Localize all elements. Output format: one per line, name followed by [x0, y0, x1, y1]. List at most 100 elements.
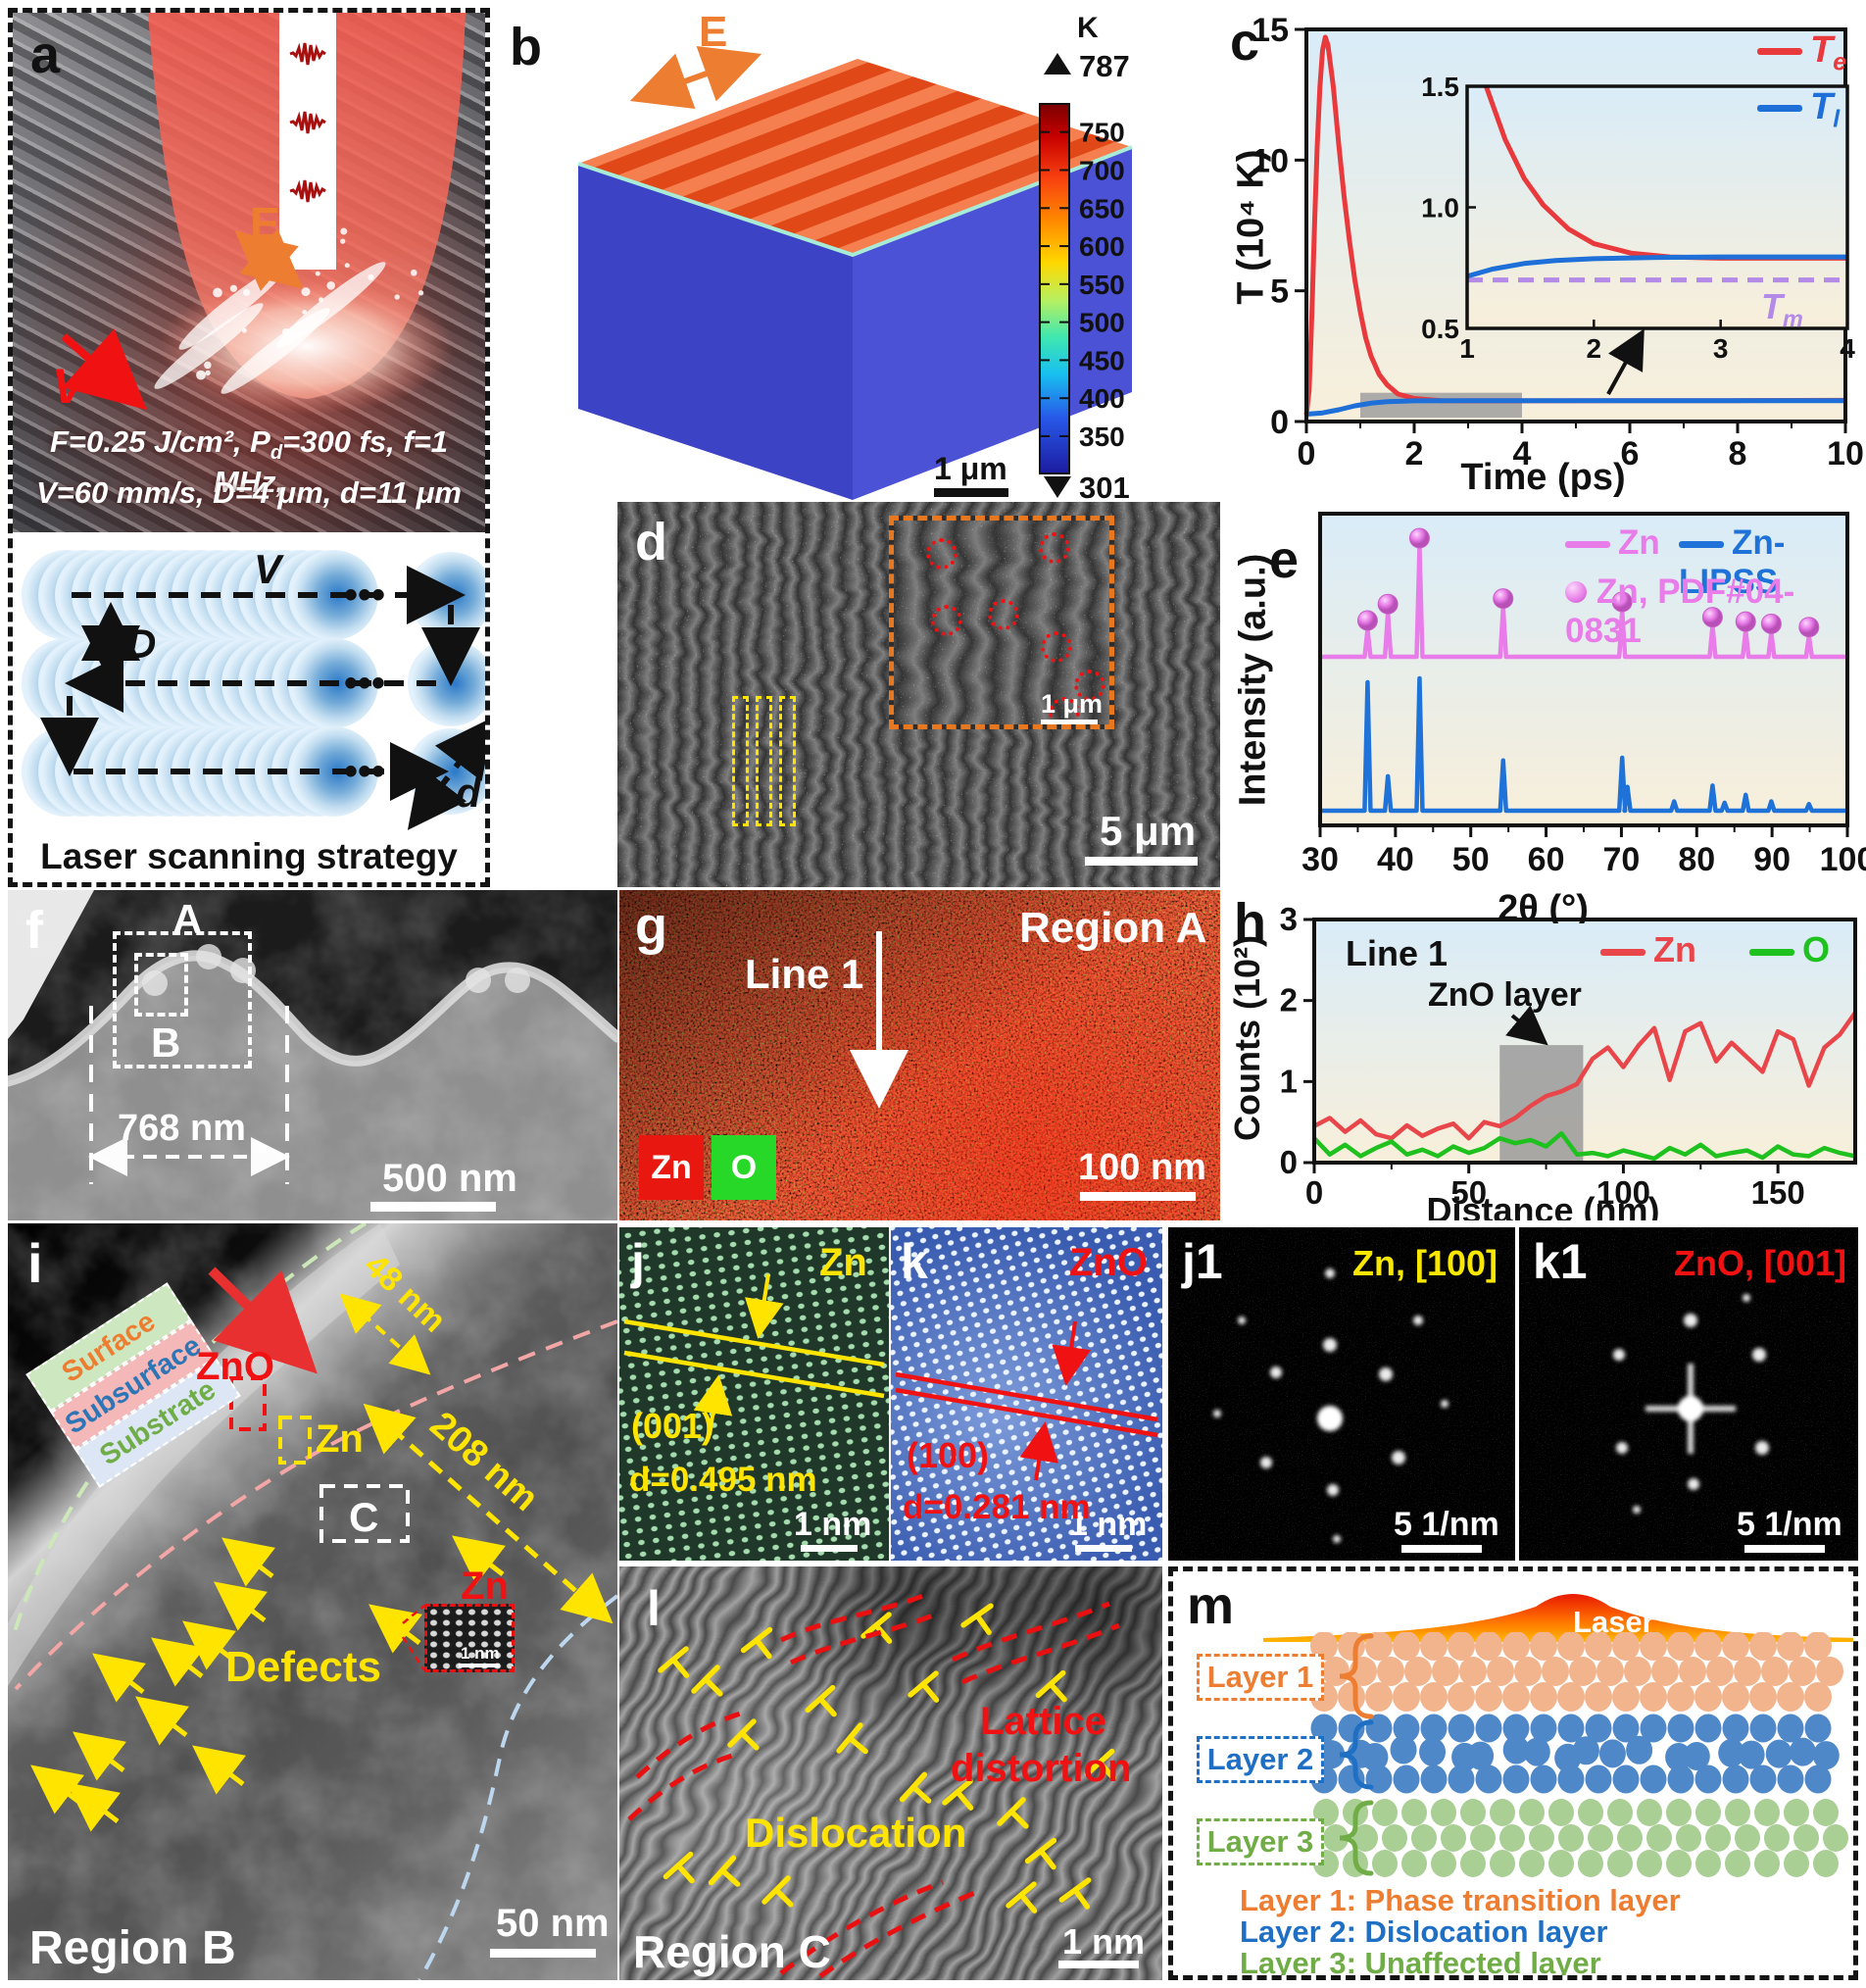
temperature-chart: 0 2 4 6 8 10 0 5 10 15 1 2 3 4 0.5 1.0 1.5 — [1252, 12, 1864, 472]
region-a-title: Region A — [1019, 904, 1207, 952]
line1-label-h: Line 1 — [1346, 933, 1449, 973]
scalebar-label-i: 50 nm — [496, 1902, 610, 1945]
ripple-width-label: 768 nm — [118, 1108, 246, 1149]
zn-fft-spots — [1213, 1268, 1449, 1543]
region-a-box-label: A — [172, 896, 203, 942]
svg-text:100: 100 — [1820, 841, 1866, 878]
nanoparticle-circle — [931, 605, 962, 636]
svg-text:650: 650 — [1079, 193, 1125, 224]
inset-scalebar-d — [1041, 720, 1098, 724]
svg-text:70: 70 — [1603, 841, 1641, 878]
scalebar-k — [1075, 1545, 1132, 1552]
svg-text:0: 0 — [1270, 404, 1289, 441]
fringe-shading — [619, 1566, 1162, 1980]
scalebar-label-b: 1 μm — [934, 451, 1007, 486]
nanoparticle-circle — [988, 599, 1019, 630]
svg-text:90: 90 — [1753, 841, 1791, 878]
scanning-caption: Laser scanning strategy — [40, 836, 458, 876]
legend-o-h: O — [1749, 929, 1830, 970]
svg-text:5: 5 — [1270, 273, 1289, 311]
h-x-axis-label: Distance (nm) — [1426, 1190, 1660, 1220]
scalebar-f — [370, 1202, 496, 1212]
panel-e-xrd: 30 40 50 60 70 80 90 100 e Intensity (a.u.) 2θ … — [1220, 502, 1866, 923]
zno-fft-spots — [1613, 1294, 1769, 1514]
scalebar-i — [490, 1949, 596, 1958]
svg-text:50: 50 — [1452, 841, 1490, 878]
dislocation-label: Dislocation — [745, 1810, 967, 1856]
panel-d-lipss-sem: 1 μm d 5 μm — [617, 502, 1220, 887]
inset-scalebar-i — [459, 1664, 500, 1667]
panel-c-two-temperature-plot: 0 2 4 6 8 10 0 5 10 15 1 2 3 4 0.5 1.0 1.5 c T (10⁴ K) T… — [1220, 0, 1866, 500]
dislocation-mark — [960, 1603, 994, 1635]
nanoparticle-circle — [1049, 697, 1080, 724]
svg-text:1: 1 — [1459, 333, 1475, 364]
svg-text:1: 1 — [1280, 1063, 1298, 1099]
legend-zn: Zn — [1565, 523, 1660, 563]
dots-row2: ••• — [344, 662, 386, 705]
lattice-distortion-trace — [627, 1750, 743, 1821]
Zn-profile — [1312, 1011, 1857, 1141]
panel-j-zn-lattice: j Zn (001) d=0.495 nm 1 nm — [619, 1227, 889, 1561]
panel-f-cross-section-tem: A B 768 nm f 500 nm — [8, 890, 617, 1220]
svg-text:0: 0 — [1305, 1174, 1323, 1211]
svg-text:40: 40 — [1377, 841, 1414, 878]
svg-text:60: 60 — [1528, 841, 1565, 878]
zno-dspacing-label: d=0.281 nm — [903, 1488, 1091, 1526]
region-b-box — [134, 953, 188, 1017]
lattice-distortion-trace — [779, 1591, 929, 1643]
panel-f-label: f — [25, 901, 43, 960]
panel-c-label: c — [1230, 13, 1260, 72]
scalebar-label-l: 1 nm — [1062, 1921, 1146, 1962]
c-y-axis-label: T (10⁴ K) — [1230, 149, 1272, 305]
line1-label-g: Line 1 — [745, 951, 864, 997]
inset-scalebar-label-i: 1 nm — [461, 1644, 500, 1663]
dislocation-mark — [658, 1646, 690, 1678]
svg-text:350: 350 — [1079, 422, 1125, 452]
scalebar-label-k1: 5 1/nm — [1737, 1506, 1842, 1543]
zno-label-i: ZnO — [196, 1345, 274, 1388]
svg-text:100: 100 — [1596, 1174, 1650, 1211]
dislocation-mark — [1058, 1877, 1092, 1910]
lattice-distortion-trace — [960, 1622, 1120, 1685]
e-field-label-b: E — [699, 8, 728, 56]
Tl-curve — [1305, 398, 1845, 417]
svg-text:150: 150 — [1751, 1174, 1805, 1211]
svg-text:550: 550 — [1079, 270, 1125, 300]
cross-section-graphic — [8, 890, 617, 1220]
e-field-label: E — [250, 198, 280, 249]
lattice-distortion-trace — [635, 1709, 748, 1779]
panel-g-eds-map: g Region A Line 1 Zn O 100 nm — [619, 890, 1220, 1220]
panel-g-label: g — [635, 897, 667, 956]
lipss-period-box-3 — [779, 696, 796, 826]
panel-a-laser-illustration: a E V F=0.25 J/cm², Pd=300 fs, f=1 MHz, … — [13, 13, 485, 532]
scan-v-label: V — [254, 546, 282, 592]
lattice-distortion-label-2: distortion — [951, 1747, 1132, 1790]
svg-text:750: 750 — [1079, 118, 1125, 148]
scalebar-j1 — [1401, 1545, 1482, 1553]
layer-braces — [1339, 1633, 1374, 1876]
region-a-box — [113, 931, 252, 1069]
dislocation-mark — [1035, 1669, 1067, 1703]
svg-text:15: 15 — [1252, 12, 1289, 49]
scalebar-k1 — [1744, 1545, 1825, 1553]
lattice-distortion-trace — [779, 1879, 944, 1975]
scalebar-d — [1085, 857, 1198, 866]
layer3-caption: Layer 3: Unaffected layer — [1240, 1946, 1601, 1980]
svg-text:400: 400 — [1079, 383, 1125, 414]
zno-material-label: ZnO — [1069, 1241, 1148, 1284]
svg-text:10: 10 — [1827, 435, 1864, 472]
panel-i-label: i — [27, 1232, 43, 1294]
scalebar-label-j: 1 nm — [794, 1506, 872, 1543]
nanoparticle-circle — [1074, 670, 1105, 701]
dislocation-mark — [997, 1797, 1029, 1829]
Zn-LIPSS-trace — [1320, 675, 1847, 814]
laser-params-line2: V=60 mm/s, D=4 μm, d=11 μm — [36, 475, 462, 510]
dislocation-mark — [1084, 1748, 1116, 1781]
dots-row3: ••• — [344, 750, 386, 793]
dislocation-mark — [908, 1670, 940, 1703]
e-x-axis-label: 2θ (°) — [1498, 888, 1589, 923]
dislocation-mark — [1024, 1837, 1057, 1870]
dislocation-mark — [1006, 1881, 1038, 1913]
colorbar-unit: K — [1077, 12, 1099, 44]
